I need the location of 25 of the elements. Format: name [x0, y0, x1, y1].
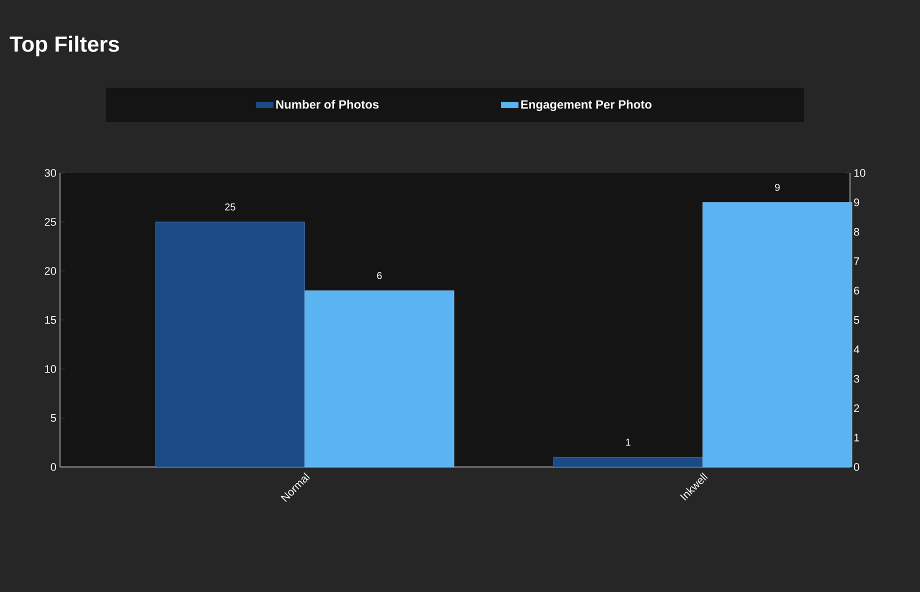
y2-tick-label: 2 — [854, 404, 860, 412]
y2-tick-label: 5 — [854, 316, 860, 324]
y-tick-label: 30 — [44, 169, 56, 177]
y2-tick-label: 9 — [854, 198, 860, 206]
y2-tick-label: 3 — [854, 374, 860, 383]
data-label: 6 — [377, 272, 382, 280]
y-tick-label: 5 — [50, 414, 56, 422]
y-tick-label: 10 — [45, 365, 56, 373]
legend-label: Number of Photos — [276, 100, 379, 109]
y2-tick-label: 1 — [854, 434, 860, 442]
chart-title: Top Filters — [10, 36, 120, 56]
y2-tick-label: 10 — [854, 169, 866, 177]
data-label: 1 — [626, 438, 630, 446]
y2-tick-label: 6 — [854, 286, 860, 294]
data-label: 9 — [775, 184, 780, 191]
y-tick-label: 20 — [44, 267, 56, 275]
data-label: 25 — [225, 203, 236, 210]
y2-tick-label: 7 — [854, 257, 860, 265]
y-tick-label: 15 — [45, 316, 56, 324]
y2-tick-label: 0 — [854, 463, 860, 471]
y-tick-label: 25 — [44, 218, 56, 226]
legend-label: Engagement Per Photo — [521, 100, 652, 112]
y2-tick-label: 4 — [854, 346, 860, 354]
y2-tick-label: 8 — [854, 228, 860, 236]
y-tick-label: 0 — [50, 463, 56, 471]
